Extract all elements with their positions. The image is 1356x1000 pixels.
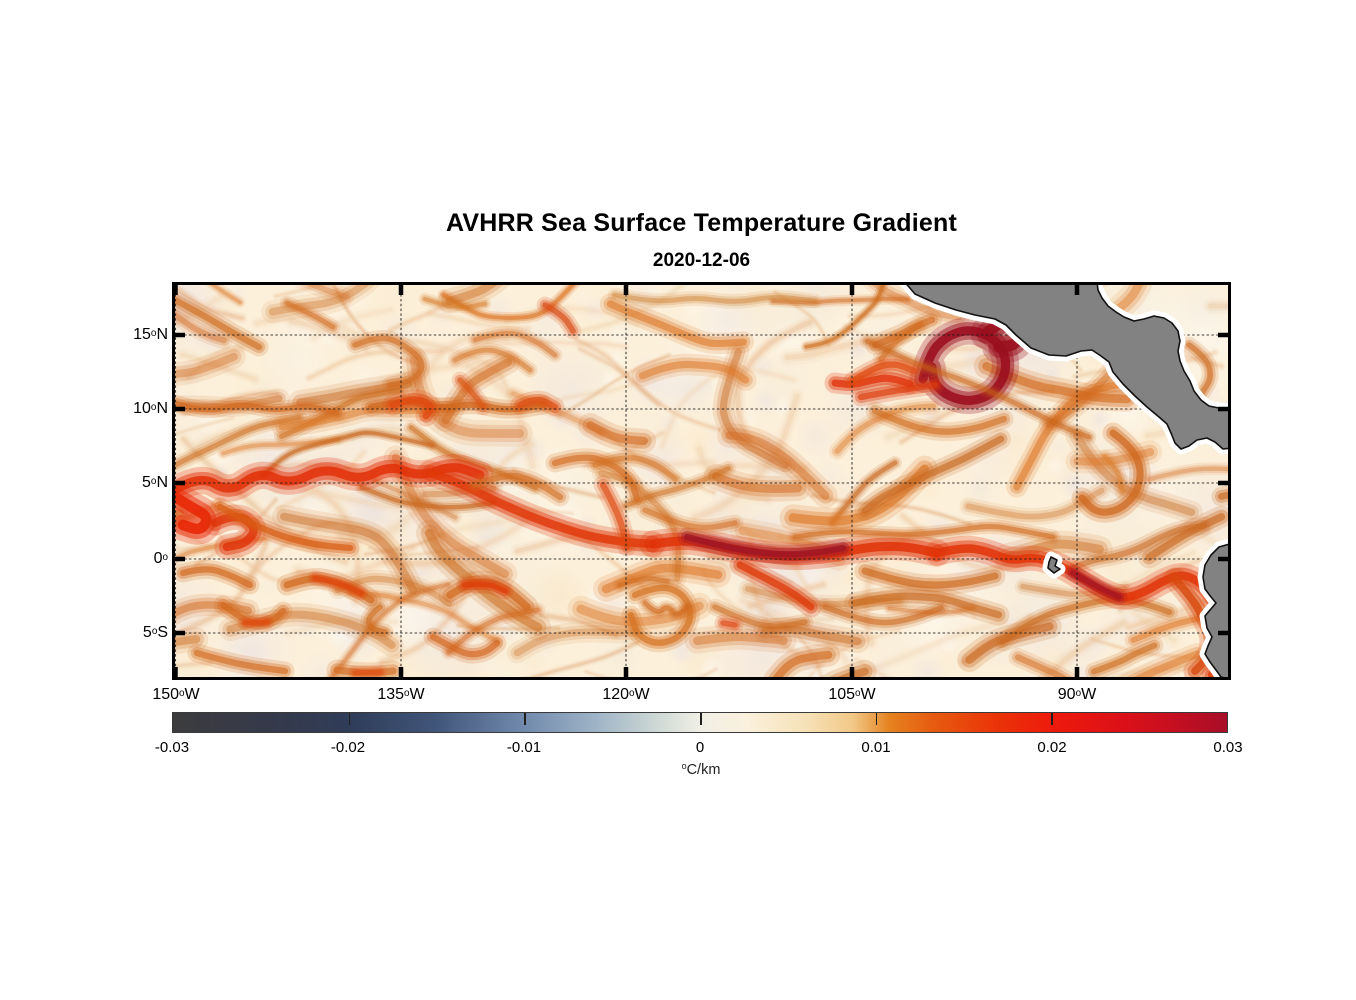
lon-tick-label-120w: 120oW — [602, 686, 650, 703]
colorbar-label: -0.03 — [154, 739, 190, 756]
lat-tick-label-0: 0o — [153, 550, 168, 567]
colorbar-tick — [524, 713, 526, 725]
figure-title: AVHRR Sea Surface Temperature Gradient — [446, 209, 957, 237]
colorbar-label: -0.01 — [506, 739, 542, 756]
colorbar-tick — [875, 713, 878, 725]
colorbar-tick — [1051, 713, 1053, 725]
colorbar-label: 0 — [695, 739, 705, 756]
colorbar-label: 0.03 — [1213, 739, 1243, 756]
figure-date-subtitle: 2020-12-06 — [652, 250, 751, 271]
lat-tick-label-15n: 15oN — [133, 326, 168, 343]
colorbar-unit-label: oC/km — [681, 761, 721, 778]
lon-tick-label-105w: 105oW — [828, 686, 876, 703]
colorbar-tick — [348, 713, 351, 725]
lat-tick-label-10n: 10oN — [133, 400, 168, 417]
map-plot-area — [172, 282, 1231, 680]
lon-tick-label-135w: 135oW — [377, 686, 425, 703]
colorbar-label: 0.02 — [1037, 739, 1067, 756]
colorbar-tick — [700, 713, 702, 725]
lon-tick-label-90w: 90oW — [1057, 686, 1097, 703]
lat-tick-label-5n: 5oN — [142, 474, 168, 491]
lat-tick-label-5s: 5oS — [142, 624, 168, 641]
colorbar-label: 0.01 — [861, 739, 891, 756]
sst-gradient-map-canvas — [175, 285, 1228, 677]
lon-tick-label-150w: 150oW — [152, 686, 200, 703]
colorbar — [172, 712, 1228, 733]
colorbar-label: -0.02 — [330, 739, 366, 756]
